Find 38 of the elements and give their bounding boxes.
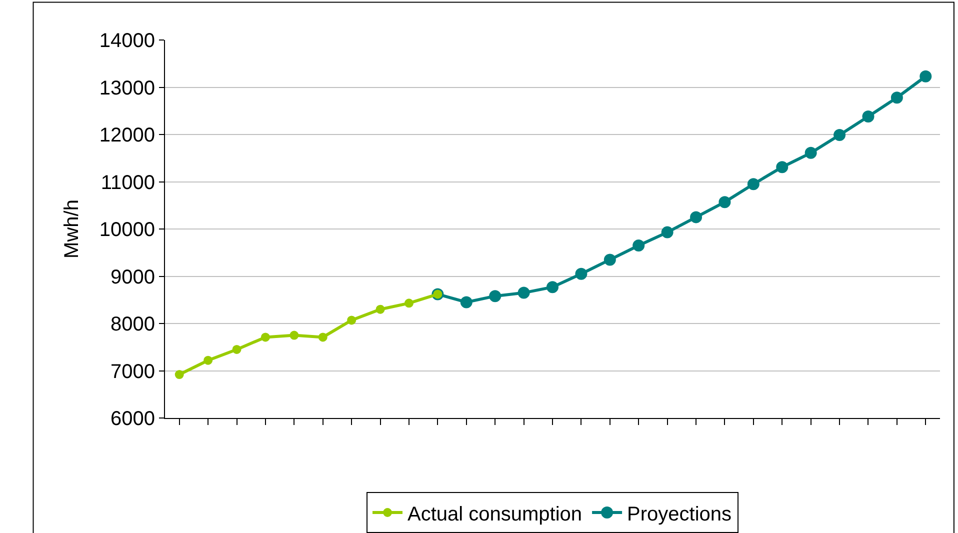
y-tick-label: 14000 [99,30,155,52]
point [747,178,760,190]
y-tick-label: 6000 [110,408,155,430]
point [489,290,502,302]
point [232,344,242,354]
y-axis-title: Mwh/h [60,200,83,258]
point [575,268,588,280]
point [404,298,414,308]
point [260,332,270,342]
point [690,211,702,224]
point [174,370,184,380]
point [890,92,903,104]
y-tick-label: 8000 [110,314,155,336]
point [546,281,558,294]
y-tick-label: 11000 [100,172,155,194]
y-tick-label: 7000 [110,360,155,383]
y-tick-label: 12000 [99,124,155,146]
point [834,128,846,141]
point [204,356,213,365]
point [776,161,788,174]
point [920,70,932,82]
point [290,330,299,340]
point [632,240,645,252]
y-tick-label: 13000 [99,77,155,100]
y-tick-label: 9000 [110,266,155,288]
point [804,146,817,159]
point [518,286,530,299]
point [604,254,616,266]
point [862,110,874,123]
point [718,196,731,208]
point [347,316,356,325]
point [376,304,385,314]
legend-label: Proyections [627,503,732,526]
y-tick-label: 10000 [99,219,155,241]
point [460,296,472,308]
legend-label: Actual consumption [408,503,582,526]
point [318,332,328,342]
point [661,226,674,238]
